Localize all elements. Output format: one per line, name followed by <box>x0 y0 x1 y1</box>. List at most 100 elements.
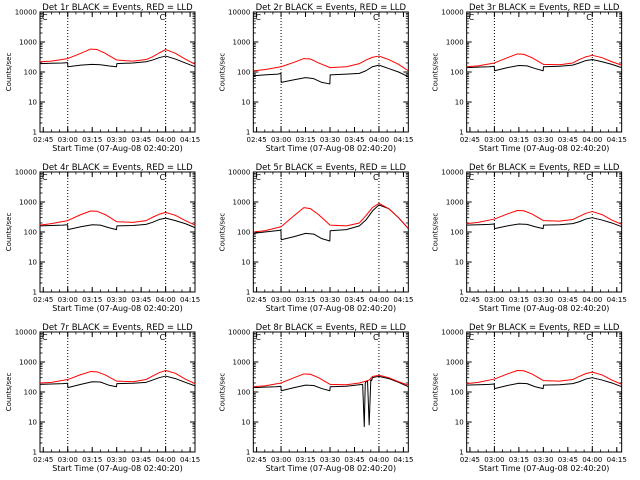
x-tick-label: 03:45 <box>344 456 364 464</box>
series-line-lld <box>39 370 196 385</box>
x-axis-label: Start Time (07-Aug-08 02:40:20) <box>52 304 183 313</box>
x-tick-label: 04:15 <box>607 136 627 144</box>
x-tick-label: 03:15 <box>82 136 102 144</box>
x-tick-label: 04:00 <box>369 456 389 464</box>
x-tick-label: 04:15 <box>393 296 413 304</box>
y-tick-label: 10000 <box>15 329 37 337</box>
series-line-lld <box>253 202 409 233</box>
plot-frame <box>39 11 196 133</box>
x-tick-label: 03:00 <box>271 136 291 144</box>
y-tick-label: 10000 <box>15 9 37 17</box>
y-axis-label: Counts/sec <box>432 213 440 252</box>
series-line-events <box>253 375 409 428</box>
chart-panel: Det 3r BLACK = Events, RED = LLD 1 10 100 10… <box>432 3 627 153</box>
x-tick-label: 02:45 <box>246 456 266 464</box>
x-axis-label: Start Time (07-Aug-08 02:40:20) <box>479 144 610 153</box>
y-tick-label: 10 <box>241 99 250 107</box>
x-tick-label: 03:30 <box>320 136 340 144</box>
x-tick-label: 03:15 <box>295 456 315 464</box>
corner-marker: C <box>255 13 261 22</box>
series-line-events <box>466 59 622 72</box>
x-tick-label: 04:15 <box>180 296 200 304</box>
y-tick-label: 10 <box>241 419 250 427</box>
x-tick-label: 03:45 <box>344 296 364 304</box>
y-tick-label: 10 <box>28 99 37 107</box>
x-tick-label: 03:15 <box>509 296 529 304</box>
y-axis-label: Counts/sec <box>432 53 440 92</box>
chart-panel: Det 7r BLACK = Events, RED = LLD 1 10 100 10… <box>5 323 200 473</box>
chart-panel: Det 8r BLACK = Events, RED = LLD 1 10 100 10… <box>218 323 413 473</box>
x-tick-label: 03:30 <box>320 456 340 464</box>
corner-marker: C <box>469 333 475 342</box>
x-tick-label: 04:15 <box>393 136 413 144</box>
series-line-events <box>466 217 622 230</box>
y-tick-label: 100 <box>24 229 37 237</box>
x-tick-label: 03:30 <box>533 136 553 144</box>
x-tick-label: 03:15 <box>82 456 102 464</box>
y-axis-label: Counts/sec <box>5 213 13 252</box>
plot-frame <box>466 171 623 293</box>
y-tick-label: 10 <box>455 99 464 107</box>
y-tick-label: 1 <box>459 129 463 137</box>
y-tick-label: 1 <box>246 289 250 297</box>
y-tick-label: 10000 <box>441 169 463 177</box>
y-tick-label: 10000 <box>228 169 250 177</box>
x-tick-label: 04:00 <box>156 296 176 304</box>
x-tick-label: 03:30 <box>533 456 553 464</box>
y-tick-label: 1 <box>459 449 463 457</box>
x-tick-label: 04:00 <box>156 136 176 144</box>
y-axis-label: Counts/sec <box>5 373 13 412</box>
x-tick-label: 03:45 <box>558 296 578 304</box>
chart-panel: Det 2r BLACK = Events, RED = LLD 1 10 100 10… <box>218 3 413 153</box>
chart-title: Det 9r BLACK = Events, RED = LLD <box>469 323 620 333</box>
x-tick-label: 02:45 <box>33 456 53 464</box>
y-tick-label: 1000 <box>19 199 37 207</box>
y-tick-label: 100 <box>450 229 463 237</box>
x-tick-label: 03:15 <box>509 136 529 144</box>
x-tick-label: 04:15 <box>607 456 627 464</box>
x-tick-label: 02:45 <box>460 136 480 144</box>
y-tick-label: 1 <box>33 289 37 297</box>
y-tick-label: 10000 <box>228 9 250 17</box>
y-tick-label: 10 <box>455 419 464 427</box>
y-tick-label: 10000 <box>228 329 250 337</box>
chart-title: Det 8r BLACK = Events, RED = LLD <box>256 323 407 333</box>
x-axis-label: Start Time (07-Aug-08 02:40:20) <box>266 144 397 153</box>
chart-panel: Det 1r BLACK = Events, RED = LLD 1 10 100 10… <box>5 3 200 153</box>
series-line-lld <box>39 210 196 226</box>
y-tick-label: 10000 <box>441 329 463 337</box>
chart-title: Det 2r BLACK = Events, RED = LLD <box>256 3 407 13</box>
series-line-events <box>466 377 622 390</box>
y-tick-label: 100 <box>450 69 463 77</box>
chart-title: Det 7r BLACK = Events, RED = LLD <box>42 323 193 333</box>
x-tick-label: 04:00 <box>156 456 176 464</box>
plot-frame <box>39 331 196 453</box>
series-line-lld <box>253 55 409 72</box>
x-tick-label: 03:30 <box>107 136 127 144</box>
x-tick-label: 03:45 <box>131 296 151 304</box>
y-axis-label: Counts/sec <box>218 213 226 252</box>
x-tick-label: 04:00 <box>582 456 602 464</box>
series-line-lld <box>253 373 409 388</box>
x-tick-label: 03:30 <box>533 296 553 304</box>
corner-marker: C <box>255 173 261 182</box>
corner-marker: C <box>586 173 592 182</box>
series-line-events <box>39 375 196 389</box>
x-axis-label: Start Time (07-Aug-08 02:40:20) <box>479 304 610 313</box>
x-tick-label: 03:15 <box>509 456 529 464</box>
chart-title: Det 4r BLACK = Events, RED = LLD <box>42 163 193 173</box>
y-tick-label: 1000 <box>446 199 464 207</box>
y-tick-label: 1000 <box>19 359 37 367</box>
corner-marker: C <box>160 333 166 342</box>
corner-marker: C <box>586 13 592 22</box>
corner-marker: C <box>586 333 592 342</box>
plot-frame <box>252 171 409 293</box>
y-tick-label: 1000 <box>233 199 251 207</box>
x-tick-label: 04:15 <box>180 136 200 144</box>
chart-title: Det 5r BLACK = Events, RED = LLD <box>256 163 407 173</box>
y-tick-label: 1000 <box>233 39 251 47</box>
x-tick-label: 03:45 <box>131 136 151 144</box>
y-tick-label: 1 <box>459 289 463 297</box>
chart-panel: Det 5r BLACK = Events, RED = LLD 1 10 100 10… <box>218 163 413 313</box>
